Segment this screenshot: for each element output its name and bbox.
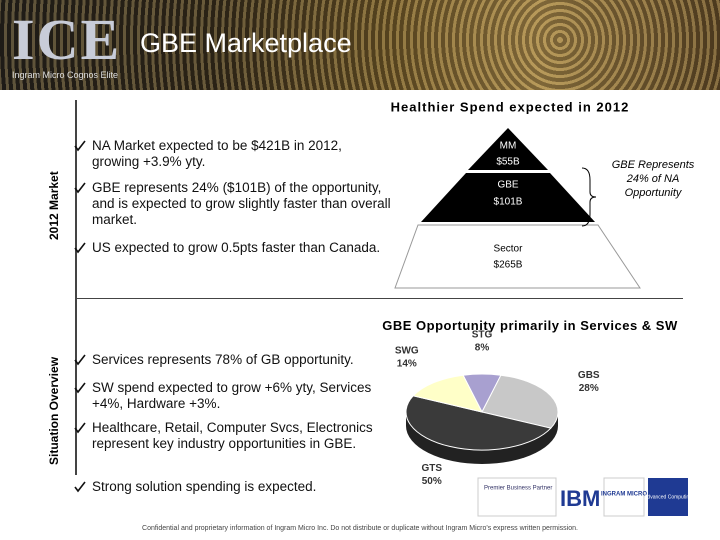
logo-subtitle: Ingram Micro Cognos Elite [12,70,119,80]
advanced-logo: Advanced Computing [644,494,692,500]
brace-note-box: GBE Represents 24% of NA Opportunity [611,159,695,199]
pie-label: GBS [578,370,600,381]
divider [75,298,683,299]
pyramid-label: GBE [497,180,518,191]
check-icon [74,242,86,254]
check-icon [74,354,86,366]
pie-slice [481,374,559,429]
pyramid-title: Healthier Spend expected in 2012 [391,99,630,114]
pie-label: STG [472,330,493,341]
title: GBE Marketplace [140,28,352,58]
check-icon [74,140,86,152]
bullet-text: Services represents 78% of GB opportunit… [92,352,354,367]
header [0,0,720,90]
logo-box [648,478,688,516]
bullet: US expected to grow 0.5pts faster than C… [72,240,392,256]
pyramid-value: $101B [494,197,523,208]
ibm-logo: IBM [560,486,600,511]
check-icon [74,422,86,434]
bullet: SW spend expected to grow +6% yty, Servi… [72,380,392,412]
bullet: Strong solution spending is expected. [72,479,392,495]
brace [581,167,597,227]
pie-value-label: 8% [475,343,490,354]
pie-slice [412,374,483,413]
bullet: Services represents 78% of GB opportunit… [72,352,392,368]
check-icon [74,481,86,493]
brace-note: GBE Represents 24% of NA Opportunity [611,159,695,199]
logo-box [603,477,645,517]
bullet-text: Healthcare, Retail, Computer Svcs, Elect… [92,420,373,451]
bullet: NA Market expected to be $421B in 2012, … [72,138,392,170]
bullet-text: GBE represents 24% ($101B) of the opport… [92,180,391,227]
pie-value-label: 28% [579,383,599,394]
pyramid-band [468,128,548,170]
pyramid-label: MM [500,141,517,152]
ingram-logo: INGRAM MICRO [601,492,647,498]
footer: Confidential and proprietary information… [142,525,578,532]
bullet: GBE represents 24% ($101B) of the opport… [72,180,392,228]
pie-label: GTS [421,463,442,474]
logo-box [477,477,557,517]
partner-logo: Premier Business Partner [484,486,552,492]
bullet: Healthcare, Retail, Computer Svcs, Elect… [72,420,392,452]
check-icon [74,182,86,194]
pie-value-label: 14% [397,359,417,370]
logo: ICE [12,7,122,72]
bullet-text: Strong solution spending is expected. [92,479,317,494]
bullet-text: SW spend expected to grow +6% yty, Servi… [92,380,372,411]
pie-title: GBE Opportunity primarily in Services & … [382,318,678,333]
bullet-text: US expected to grow 0.5pts faster than C… [92,240,381,255]
pie-label: SWG [395,346,419,357]
divider [75,100,77,475]
pyramid-band [394,224,641,289]
pyramid-value: $265B [494,260,523,271]
pie-slice [405,395,552,451]
check-icon [74,382,86,394]
pyramid-label: Sector [494,244,524,255]
pyramid-value: $55B [496,157,520,168]
pie-value-label: 50% [422,476,442,487]
pyramid-band [421,173,595,222]
bullet-text: NA Market expected to be $421B in 2012, … [92,138,342,169]
pie-title-box: GBE Opportunity primarily in Services & … [382,318,678,333]
